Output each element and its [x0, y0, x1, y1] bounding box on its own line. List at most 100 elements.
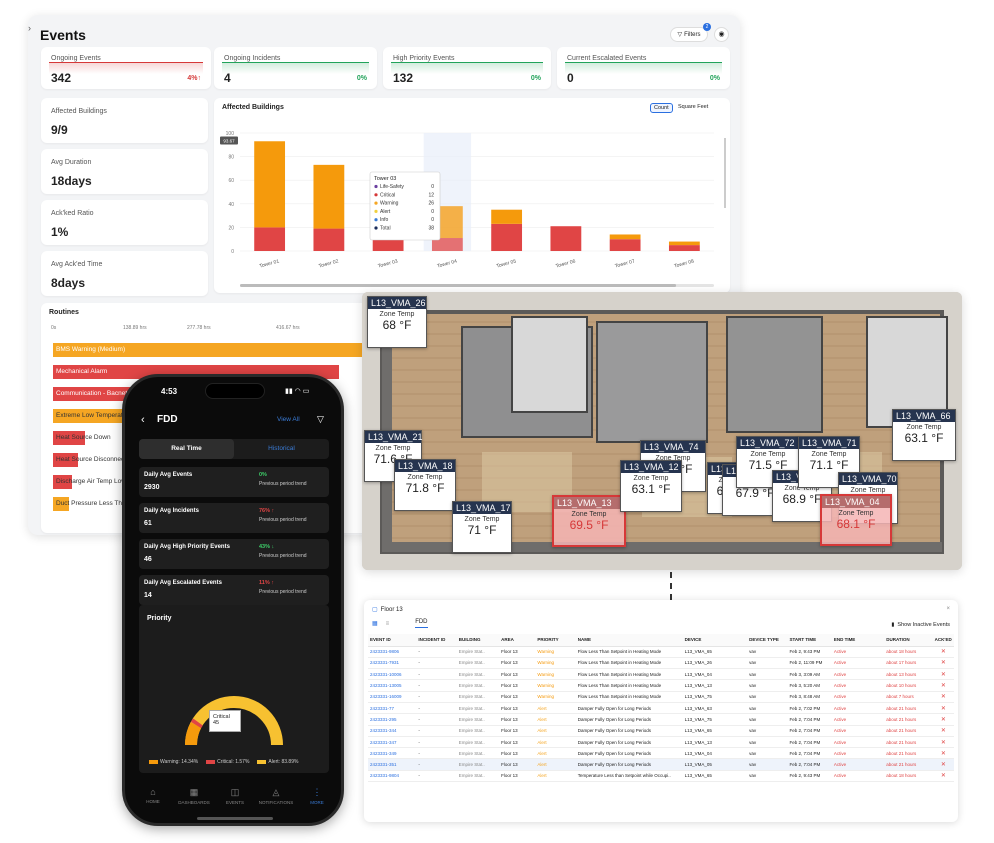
table-cell: - [416, 691, 457, 703]
kpi-card[interactable]: Current Escalated Events 0 0% [557, 47, 730, 89]
metric-card[interactable]: Daily Avg Escalated Events 14 11% ↑ Previou… [139, 575, 329, 605]
table-row[interactable]: 2423331-77- Empire Stat.. Floor 13 Alert Dam… [368, 702, 954, 715]
table-row[interactable]: 2423331-349- Empire Stat.. Floor 13 Alert Da… [368, 747, 954, 760]
column-header[interactable]: INCIDENT ID [416, 634, 457, 647]
close-icon[interactable]: × [946, 606, 950, 612]
nav-events[interactable]: ◫ EVENTS [215, 787, 255, 805]
table-row[interactable]: 2423331-347- Empire Stat.. Floor 13 Alert Da… [368, 736, 954, 749]
table-row[interactable]: 2423331-351- Empire Stat.. Floor 13 Alert Da… [368, 758, 954, 771]
ack-close-icon[interactable]: ✕ [932, 668, 954, 681]
metric-card[interactable]: Daily Avg High Priority Events 46 43% ↓ Pre… [139, 539, 329, 569]
y-tick-label: 40 [228, 202, 234, 208]
zone-temp-tag[interactable]: L13_VMA_66 Zone Temp 63.1 °F [892, 409, 956, 461]
column-header[interactable]: START TIME [787, 634, 832, 647]
table-cell[interactable]: 2423331-344 [368, 725, 417, 737]
legend-swatch [149, 760, 158, 764]
routine-bar[interactable]: Duct Pressure Less Than [53, 497, 129, 511]
zone-temp-tag[interactable]: L13_VMA_18 Zone Temp 71.8 °F [394, 459, 456, 511]
zone-temp-tag[interactable]: L13_VMA_12 Zone Temp 63.1 °F [620, 460, 682, 512]
tab-historical[interactable]: Historical [268, 445, 295, 452]
column-header[interactable]: DEVICE TYPE [747, 634, 788, 647]
filters-count-badge: 2 [703, 23, 711, 31]
routine-bar[interactable]: Extreme Low Temperature [53, 409, 133, 423]
routine-bar[interactable]: BMS Warning (Medium) [53, 343, 371, 357]
nav-dashboards[interactable]: ▦ DASHBOARDS [174, 787, 214, 805]
zone-temp-tag[interactable]: L13_VMA_13 Zone Temp 69.5 °F [552, 495, 626, 547]
zone-temp-tag[interactable]: L13_VMA_26 Zone Temp 68 °F [367, 296, 427, 348]
ack-close-icon[interactable]: ✕ [932, 758, 954, 771]
table-row[interactable]: 2423331-9804- Empire Stat.. Floor 13 Alert T… [368, 770, 954, 783]
table-row[interactable]: 2423331-295- Empire Stat.. Floor 13 Alert Da… [368, 713, 954, 726]
ack-close-icon[interactable]: ✕ [932, 646, 954, 658]
visibility-toggle-icon[interactable]: ◉ [714, 27, 729, 42]
square-feet-toggle[interactable]: Square Feet [678, 104, 709, 110]
view-all-link[interactable]: View All [277, 416, 300, 423]
kpi-card[interactable]: Ongoing Events 342 4%↑ [41, 47, 211, 89]
zone-temp-tag[interactable]: L13_VMA_72 Zone Temp 71.5 °F [736, 436, 800, 488]
table-cell[interactable]: 2423331-9804 [368, 770, 417, 783]
table-cell[interactable]: 2423331-349 [368, 747, 417, 760]
back-chevron-icon[interactable]: ‹ [141, 414, 145, 426]
ack-close-icon[interactable]: ✕ [932, 747, 954, 760]
table-cell[interactable]: 2423331-295 [368, 713, 417, 726]
stat-card: Avg Ack'ed Time 8days [41, 251, 208, 296]
nav-more[interactable]: ⋮ MORE [297, 787, 337, 805]
table-cell[interactable]: 2423331-13005 [368, 679, 417, 692]
column-header[interactable]: DURATION [884, 634, 933, 647]
collapse-sidebar-icon[interactable]: › [28, 23, 31, 33]
floor-plan-view[interactable]: L13_VMA_26 Zone Temp 68 °F L13_VMA_21 Zone T… [362, 292, 962, 570]
breadcrumb-floor[interactable]: Floor 13 [380, 606, 403, 613]
column-header[interactable]: DEVICE [682, 634, 748, 647]
show-inactive-toggle[interactable]: ▮ Show Inactive Events [891, 622, 950, 628]
table-cell[interactable]: 2423331-351 [368, 758, 417, 771]
ack-close-icon[interactable]: ✕ [932, 736, 954, 749]
routine-bar[interactable]: Heat Source Down [53, 431, 111, 445]
grid-view-icon[interactable]: ▦ [372, 621, 378, 627]
table-cell[interactable]: 2423331-16009 [368, 691, 417, 703]
count-toggle[interactable]: Count [650, 103, 673, 113]
kpi-card[interactable]: High Priority Events 132 0% [383, 47, 551, 89]
column-header[interactable]: NAME [575, 634, 683, 647]
ack-close-icon[interactable]: ✕ [932, 679, 954, 692]
table-row[interactable]: 2423331-13005- Empire Stat.. Floor 13 Warni… [368, 679, 954, 692]
ack-close-icon[interactable]: ✕ [932, 657, 954, 670]
table-row[interactable]: 2423331-9806- Empire Stat.. Floor 13 Warnin… [368, 646, 954, 658]
table-cell[interactable]: 2423331-77 [368, 702, 417, 715]
kpi-card[interactable]: Ongoing Incidents 4 0% [214, 47, 377, 89]
table-cell[interactable]: 2423331-9806 [368, 646, 417, 658]
column-header[interactable]: AREA [499, 634, 536, 647]
ack-close-icon[interactable]: ✕ [932, 713, 954, 726]
table-cell: - [416, 713, 457, 726]
tab-real-time[interactable]: Real Time [139, 439, 234, 459]
zone-temp-tag[interactable]: L13_VMA_71 Zone Temp 71.1 °F [798, 436, 860, 488]
ack-close-icon[interactable]: ✕ [932, 691, 954, 703]
metric-card[interactable]: Daily Avg Incidents 61 76% ↑ Previous perio… [139, 503, 329, 533]
column-header[interactable]: EVENT ID [368, 634, 417, 647]
ack-close-icon[interactable]: ✕ [932, 702, 954, 715]
nav-notifications[interactable]: ◬ NOTIFICATIONS [256, 787, 296, 805]
table-row[interactable]: 2423331-16009- Empire Stat.. Floor 13 Warni… [368, 691, 954, 703]
routine-bar[interactable]: Heat Source Disconnected [53, 453, 133, 467]
routine-bar[interactable]: Discharge Air Temp Low [53, 475, 126, 489]
list-view-icon[interactable]: ≡ [385, 620, 390, 627]
column-header[interactable]: END TIME [831, 634, 885, 647]
nav-home[interactable]: ⌂ HOME [133, 787, 173, 804]
table-cell[interactable]: 2423331-347 [368, 736, 417, 749]
bar-segment-warning [313, 164, 345, 229]
ack-close-icon[interactable]: ✕ [932, 725, 954, 737]
metric-card[interactable]: Daily Avg Events 2930 0% Previous period tr… [139, 467, 329, 497]
table-cell[interactable]: 2423331-10006 [368, 668, 417, 681]
column-header[interactable]: PRIORITY [535, 634, 576, 647]
zone-temp-tag[interactable]: L13_VMA_17 Zone Temp 71 °F [452, 501, 512, 553]
column-header[interactable]: ACK'ED [932, 634, 954, 647]
column-header[interactable]: BUILDING [456, 634, 500, 647]
table-cell[interactable]: 2423331-7931 [368, 657, 417, 670]
table-row[interactable]: 2423331-10006- Empire Stat.. Floor 13 Warni… [368, 668, 954, 681]
table-row[interactable]: 2423331-344- Empire Stat.. Floor 13 Alert Da… [368, 725, 954, 737]
filters-button[interactable]: ▽ Filters [670, 27, 708, 42]
filter-icon[interactable]: ▽ [317, 414, 324, 424]
table-row[interactable]: 2423331-7931- Empire Stat.. Floor 13 Warnin… [368, 657, 954, 670]
tab-fdd[interactable]: FDD [415, 619, 428, 628]
ack-close-icon[interactable]: ✕ [932, 770, 954, 783]
zone-temp-tag[interactable]: L13_VMA_04 Zone Temp 68.1 °F [820, 494, 892, 546]
